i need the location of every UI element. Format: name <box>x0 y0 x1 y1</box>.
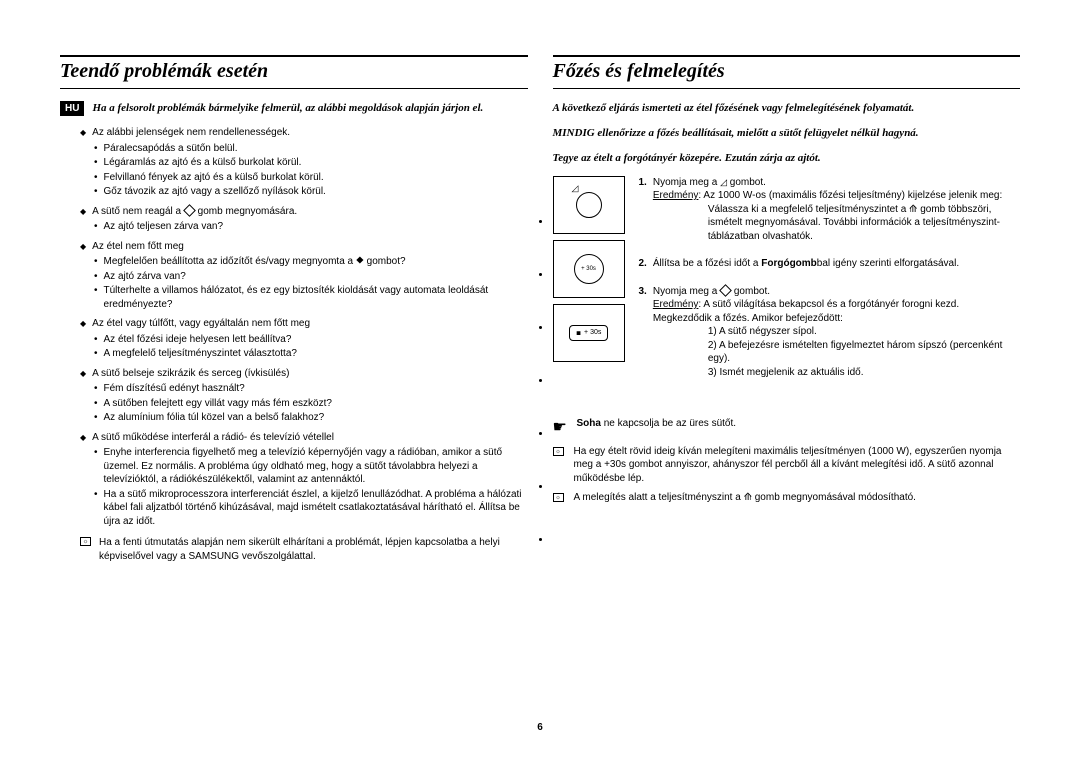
right-intro1: A következő eljárás ismerteti az étel fő… <box>553 101 1021 116</box>
right-intro3: Tegye az ételt a forgótányér közepére. E… <box>553 151 1021 166</box>
diamond-icon: ◆ <box>80 128 86 137</box>
steps-text: 1. Nyomja meg a ◿ gombot. Eredmény: Az 1… <box>639 176 1021 394</box>
group-head: A sütő nem reagál a gomb megnyomására. <box>92 205 297 219</box>
language-badge: HU <box>60 101 84 116</box>
diamond-icon: ◆ <box>80 207 86 216</box>
start-icon <box>183 204 196 217</box>
note-icon: ☼ <box>553 493 564 502</box>
step-num: 2. <box>639 257 647 271</box>
right-title: Főzés és felmelegítés <box>553 60 1021 83</box>
left-column: Teendő problémák esetén HU Ha a felsorol… <box>60 55 528 563</box>
result-text: : A sütő világítása bekapcsol és a forgó… <box>653 299 959 324</box>
note-row: ☼ Ha egy ételt rövid ideig kíván melegít… <box>553 445 1021 486</box>
group-head: Az alábbi jelenségek nem rendellenessége… <box>92 126 290 140</box>
group: ◆ Az alábbi jelenségek nem rendellenessé… <box>80 126 528 140</box>
power-button-icon: ◿ <box>553 176 625 234</box>
list-item: Az ajtó zárva van? <box>104 270 186 284</box>
right-column: Főzés és felmelegítés A következő eljárá… <box>553 55 1021 563</box>
step-num: 3. <box>639 285 647 380</box>
list-item: Enyhe interferencia figyelhető meg a tel… <box>104 446 528 487</box>
step: 3. Nyomja meg a gombot. Eredmény: A sütő… <box>639 285 1021 380</box>
diamond-icon: ◆ <box>80 319 86 328</box>
left-intro: Ha a felsorolt problémák bármelyike felm… <box>92 101 483 116</box>
list-item: Az ajtó teljesen zárva van? <box>104 220 224 234</box>
left-title: Teendő problémák esetén <box>60 60 528 83</box>
diamond-icon: ◆ <box>80 242 86 251</box>
note-icon: ☼ <box>553 447 564 456</box>
notes-block: ☛ Soha ne kapcsolja be az üres sütőt. ☼ … <box>553 417 1021 505</box>
result-list-item: 1) A sütő négyszer sípol. <box>708 325 1020 339</box>
footnote: ☼ Ha a fenti útmutatás alapján nem siker… <box>80 536 528 563</box>
problem-groups: ◆ Az alábbi jelenségek nem rendellenessé… <box>80 126 528 528</box>
step-icons: ◿ + 30s ◆ + 30s <box>553 176 625 394</box>
list-item: Gőz távozik az ajtó vagy a szellőző nyíl… <box>104 185 326 199</box>
hand-icon: ☛ <box>553 417 567 439</box>
result-text: : Az 1000 W-os (maximális főzési teljesí… <box>698 190 1002 201</box>
list-item: Páralecsapódás a sütőn belül. <box>104 142 238 156</box>
diamond-icon: ◆ <box>80 433 86 442</box>
step-num: 1. <box>639 176 647 244</box>
step: 1. Nyomja meg a ◿ gombot. Eredmény: Az 1… <box>639 176 1021 244</box>
wave-icon: ◿ <box>720 176 727 188</box>
note-text: Ha a fenti útmutatás alapján nem sikerül… <box>99 536 528 563</box>
group-head: Az étel vagy túlfőtt, vagy egyáltalán ne… <box>92 317 310 331</box>
list-item: Az étel főzési ideje helyesen lett beáll… <box>104 333 292 347</box>
step: 2. Állítsa be a főzési időt a Forgógombb… <box>639 257 1021 271</box>
list-item: Fém díszítésű edényt használt? <box>104 382 245 396</box>
plus30-icon: ◆ + 30s <box>553 304 625 362</box>
steps-area: ◿ + 30s ◆ + 30s 1. Nyom <box>553 176 1021 394</box>
diamond-icon: ◆ <box>80 369 86 378</box>
result-label: Eredmény <box>653 190 699 201</box>
list-item: Ha a sütő mikroprocesszora interferenciá… <box>104 488 528 529</box>
list-item: Túlterhelte a villamos hálózatot, és ez … <box>104 284 528 311</box>
list-item: Légáramlás az ajtó és a külső burkolat k… <box>104 156 302 170</box>
list-item: Az alumínium fólia túl közel van a belső… <box>104 411 325 425</box>
list-item: A megfelelő teljesítményszintet választo… <box>104 347 297 361</box>
page-number: 6 <box>537 722 543 733</box>
list-item: Megfelelően beállította az időzítőt és/v… <box>104 255 406 269</box>
note-row: ☼ A melegítés alatt a teljesítményszint … <box>553 491 1021 505</box>
intro-row: HU Ha a felsorolt problémák bármelyike f… <box>60 101 528 116</box>
result-list-item: 3) Ismét megjelenik az aktuális idő. <box>708 366 1020 380</box>
group-head: Az étel nem főtt meg <box>92 240 184 254</box>
result-label: Eredmény <box>653 299 699 310</box>
right-intro2: MINDIG ellenőrizze a főzés beállításait,… <box>553 126 1021 141</box>
note-icon: ☼ <box>80 537 91 546</box>
list-item: A sütőben felejtett egy villát vagy más … <box>104 397 332 411</box>
list-item: Felvillanó fények az ajtó és a külső bur… <box>104 171 324 185</box>
note-row: ☛ Soha ne kapcsolja be az üres sütőt. <box>553 417 1021 439</box>
result-list-item: 2) A befejezésre ismételten figyelmeztet… <box>708 339 1020 366</box>
dial-icon: + 30s <box>553 240 625 298</box>
group-head: A sütő belseje szikrázik és serceg (ívki… <box>92 367 289 381</box>
step-cont: Válassza ki a megfelelő teljesítményszin… <box>708 203 1020 244</box>
group-head: A sütő működése interferál a rádió- és t… <box>92 431 334 445</box>
right-title-row: Főzés és felmelegítés <box>553 55 1021 89</box>
left-title-row: Teendő problémák esetén <box>60 55 528 89</box>
